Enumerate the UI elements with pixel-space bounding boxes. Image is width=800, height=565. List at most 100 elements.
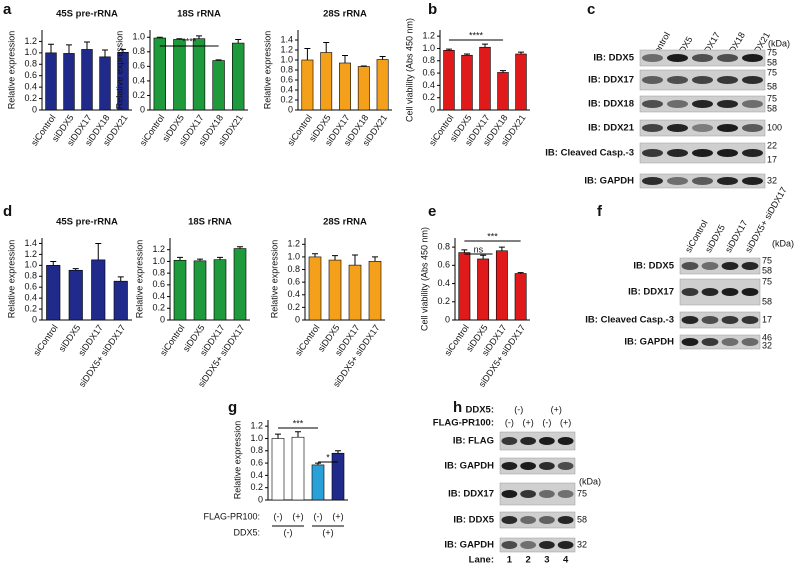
- panel-label: c: [587, 1, 595, 18]
- condition-cell: (-): [514, 404, 523, 414]
- blot-band: [742, 149, 763, 157]
- y-tick-label: 1.2: [152, 244, 165, 254]
- marker-label: 17: [762, 314, 772, 324]
- blot-band: [642, 124, 663, 132]
- panel-label: a: [3, 1, 12, 18]
- blot-band: [539, 516, 555, 524]
- blot-label: IB: DDX18: [588, 99, 634, 110]
- blot-label: IB: DDX5: [633, 261, 674, 272]
- y-tick-label: 0.4: [24, 82, 37, 92]
- bar: [63, 53, 75, 111]
- blot-band: [692, 177, 713, 185]
- y-tick-label: 0.4: [24, 293, 37, 303]
- y-tick-label: 0.8: [24, 271, 37, 281]
- blot-band: [701, 316, 719, 324]
- error-bar: [312, 253, 318, 257]
- bar: [311, 464, 325, 501]
- y-tick-label: 0: [288, 104, 293, 114]
- y-tick-label: 0.8: [152, 268, 165, 278]
- condition-label: DDX5:: [465, 405, 494, 416]
- y-tick-label: 1.2: [280, 44, 293, 54]
- y-tick-label: 0: [140, 104, 145, 114]
- blot-band: [539, 541, 555, 549]
- x-tick-label: siControl: [31, 323, 60, 358]
- blot-label: IB: GAPDH: [624, 337, 674, 348]
- blot-label: IB: GAPDH: [444, 540, 494, 551]
- y-tick-label: 0.8: [422, 55, 435, 65]
- y-tick-label: 0.2: [24, 93, 37, 103]
- blot-band: [692, 100, 713, 108]
- error-bar: [275, 433, 281, 439]
- error-bar: [156, 36, 163, 38]
- bar: [443, 50, 455, 111]
- blot-band: [721, 316, 739, 324]
- blot-band: [642, 54, 663, 62]
- blot-band: [717, 124, 738, 132]
- bar: [461, 54, 473, 111]
- y-tick-label: 0.4: [152, 291, 165, 301]
- bar: [495, 250, 508, 321]
- blot-band: [642, 100, 663, 108]
- bar: [479, 46, 491, 111]
- bar: [271, 438, 285, 501]
- blot-label: IB: DDX5: [453, 515, 494, 526]
- marker-label: 75: [762, 255, 772, 265]
- error-bar: [72, 268, 79, 271]
- blot-band: [667, 149, 688, 157]
- blot-band: [539, 490, 555, 498]
- bar: [213, 259, 227, 321]
- y-tick-label: 0.2: [422, 92, 435, 102]
- blot-band: [501, 462, 518, 470]
- blot-band: [520, 462, 536, 470]
- significance-label: ****: [182, 36, 197, 46]
- error-bar: [446, 48, 452, 51]
- y-axis-label: Relative expression: [269, 240, 279, 319]
- marker-label: 58: [577, 514, 587, 524]
- y-tick-label: 0: [32, 104, 37, 114]
- blot-band: [721, 262, 739, 270]
- y-tick-label: 1.0: [24, 260, 37, 270]
- blot-band: [557, 462, 574, 470]
- lane-number: 3: [544, 555, 549, 565]
- marker-label: 32: [577, 539, 587, 549]
- blot-band: [701, 288, 719, 296]
- blot-band: [681, 338, 699, 346]
- lane-row-label: Lane:: [469, 555, 494, 565]
- blot-band: [667, 124, 688, 132]
- bar: [301, 59, 314, 111]
- lane-number: 4: [563, 555, 569, 565]
- y-tick-label: 1.4: [24, 238, 37, 248]
- bar: [497, 72, 509, 111]
- error-bar: [95, 242, 102, 260]
- error-bar: [498, 246, 505, 251]
- blot-band: [501, 541, 518, 549]
- bar: [173, 259, 187, 321]
- y-tick-label: 0.2: [132, 90, 145, 100]
- blot-band: [701, 262, 719, 270]
- chart-title: 28S rRNA: [323, 217, 367, 228]
- blot-band: [741, 288, 759, 296]
- blot-band: [692, 124, 713, 132]
- blot-band: [681, 316, 699, 324]
- blot-label: IB: DDX5: [593, 53, 634, 64]
- blot-band: [501, 437, 518, 445]
- bar: [173, 39, 186, 111]
- chart-title: 45S pre-rRNA: [56, 9, 118, 20]
- y-tick-label: 0.8: [24, 59, 37, 69]
- bar: [192, 38, 206, 111]
- marker-label: 100: [767, 122, 782, 132]
- blot-band: [667, 177, 688, 185]
- error-bar: [217, 256, 223, 260]
- error-bar: [352, 254, 358, 266]
- bar: [45, 52, 57, 111]
- error-bar: [295, 431, 301, 438]
- blot-strip: [679, 257, 761, 275]
- marker-label: 58: [767, 57, 777, 67]
- row-cell: (-): [284, 527, 293, 537]
- y-tick-label: 0.4: [287, 289, 300, 299]
- error-bar: [518, 51, 524, 54]
- y-tick-label: 1.4: [280, 34, 293, 44]
- y-tick-label: 0.6: [437, 260, 450, 270]
- blot-band: [642, 149, 663, 157]
- blot-band: [692, 76, 713, 84]
